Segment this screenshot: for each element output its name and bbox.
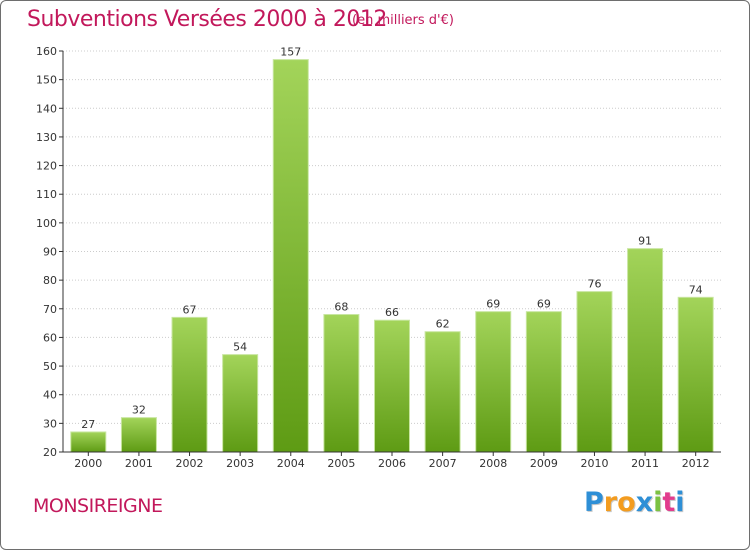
- data-label: 157: [280, 46, 301, 59]
- y-tick-label: 130: [36, 131, 57, 144]
- x-tick-label: 2005: [327, 457, 355, 470]
- x-tick-label: 2012: [682, 457, 710, 470]
- y-tick-label: 80: [43, 274, 57, 287]
- data-label: 91: [638, 235, 652, 248]
- y-tick-label: 160: [36, 45, 57, 58]
- data-label: 66: [385, 306, 399, 319]
- x-tick-label: 2002: [176, 457, 204, 470]
- chart-subtitle: (en milliers d'€): [352, 13, 454, 28]
- axes: 20 30 40 50 60 70 80 90 100 110 120 130 140 150 160 200…: [36, 45, 721, 470]
- y-tick-label: 150: [36, 74, 57, 87]
- logo-letter: o: [617, 487, 636, 518]
- bar: [424, 331, 461, 453]
- y-tick-label: 100: [36, 217, 57, 230]
- data-label: 67: [183, 303, 197, 316]
- x-tick-label: 2009: [530, 457, 558, 470]
- bar: [475, 311, 512, 453]
- logo-letter: i: [653, 487, 663, 518]
- y-tick-label: 140: [36, 102, 57, 115]
- x-tick-label: 2003: [226, 457, 254, 470]
- logo-letter: P: [584, 487, 604, 518]
- x-tick-label: 2006: [378, 457, 406, 470]
- data-label: 68: [334, 301, 348, 314]
- data-label: 62: [436, 318, 450, 331]
- x-tick-label: 2007: [429, 457, 457, 470]
- x-tick-label: 2011: [631, 457, 659, 470]
- y-tick-label: 70: [43, 303, 57, 316]
- data-label: 69: [537, 298, 551, 311]
- data-label: 27: [81, 418, 95, 431]
- bars: [70, 59, 714, 453]
- x-tick-label: 2004: [277, 457, 305, 470]
- data-label: 76: [587, 278, 601, 291]
- logo-letter: x: [635, 487, 654, 518]
- logo-letter: r: [603, 487, 618, 518]
- bar: [576, 291, 613, 453]
- bar: [627, 248, 664, 453]
- bar: [677, 296, 714, 453]
- y-tick-label: 40: [43, 389, 57, 402]
- y-tick-label: 90: [43, 246, 57, 259]
- data-label: 54: [233, 341, 247, 354]
- bar: [120, 417, 157, 453]
- bar: [272, 59, 309, 453]
- x-tick-label: 2010: [580, 457, 608, 470]
- bar: [323, 314, 360, 453]
- bar: [525, 311, 562, 453]
- x-tick-label: 2001: [125, 457, 153, 470]
- bar: [171, 316, 208, 453]
- commune-name: MONSIREIGNE: [33, 495, 163, 517]
- chart-title: Subventions Versées 2000 à 2012: [27, 7, 387, 32]
- data-label: 32: [132, 404, 146, 417]
- logo-letter: i: [675, 487, 685, 518]
- y-tick-label: 120: [36, 160, 57, 173]
- bar: [70, 431, 107, 453]
- x-tick-label: 2008: [479, 457, 507, 470]
- logo-letter: t: [662, 487, 676, 518]
- proxiti-logo: Proxiti: [584, 487, 685, 518]
- data-labels: 27 32 67 54 157 68 66 62 69 69 76 91 74: [81, 46, 702, 431]
- y-tick-label: 60: [43, 331, 57, 344]
- bar: [374, 319, 410, 453]
- x-tick-label: 2000: [74, 457, 102, 470]
- bar: [222, 354, 259, 453]
- y-tick-label: 30: [43, 417, 57, 430]
- y-tick-label: 20: [43, 446, 57, 459]
- y-tick-label: 110: [36, 188, 57, 201]
- y-tick-label: 50: [43, 360, 57, 373]
- data-label: 69: [486, 298, 500, 311]
- data-label: 74: [689, 283, 703, 296]
